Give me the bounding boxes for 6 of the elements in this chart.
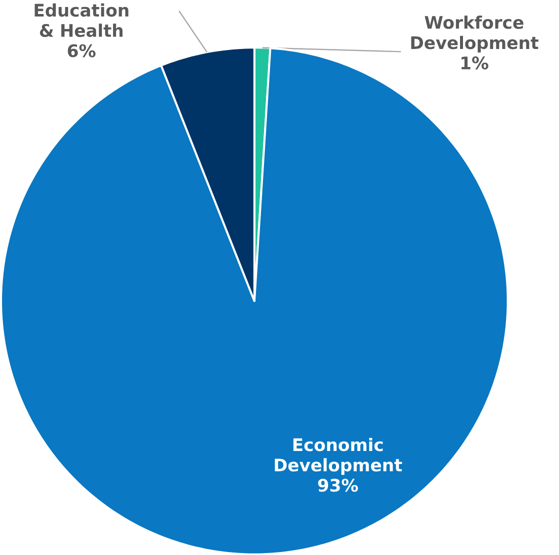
data-label: 93% [318,478,358,492]
slice-label: Economic Development [274,438,402,475]
data-label: 6% [68,44,96,58]
slice-label: Education & Health [34,3,128,37]
slice-label: Workforce Development [411,15,538,52]
data-label: 1% [462,56,488,70]
